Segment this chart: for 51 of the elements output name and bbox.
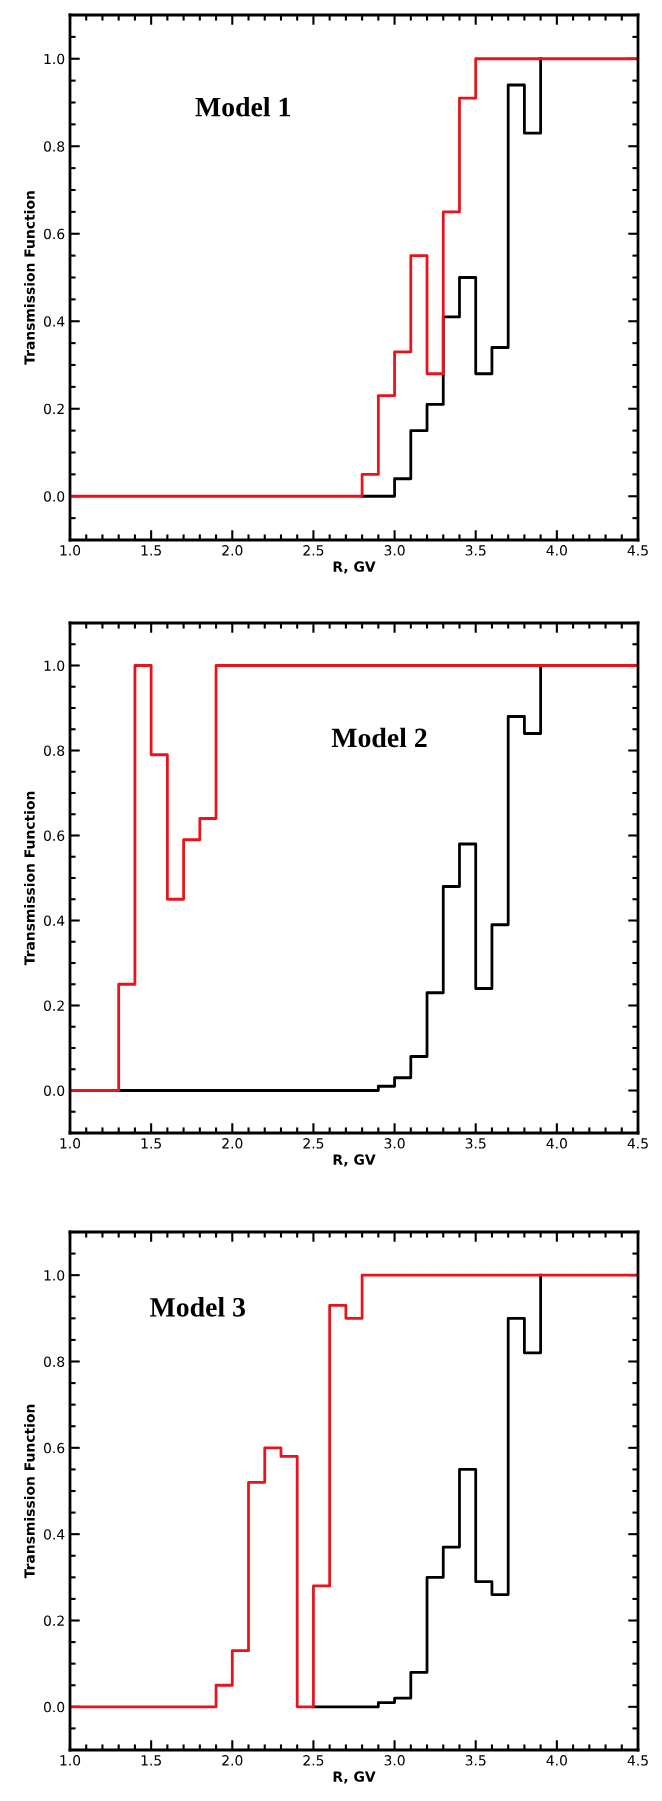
x-tick-label: 1.5 <box>141 545 161 556</box>
x-tick-label: 2.5 <box>303 545 324 556</box>
x-tick-label: 4.0 <box>546 1138 567 1149</box>
y-tick-label: 0.2 <box>43 403 64 415</box>
y-tick-label: 0.6 <box>43 830 65 841</box>
x-tick-label: 1.0 <box>60 1755 81 1766</box>
x-tick-label: 2.5 <box>303 1755 324 1766</box>
y-tick-label: 1.0 <box>44 1270 65 1281</box>
y-tick-label: 0.4 <box>43 316 65 327</box>
x-tick-label: 2.0 <box>222 1755 243 1766</box>
text: Model 3 <box>149 1297 246 1317</box>
x-tick-label: 3.5 <box>465 1138 486 1149</box>
y-tick-label: 0.0 <box>43 1701 65 1713</box>
y-axis-title: Transmission Function <box>24 191 35 365</box>
x-axis-title: R, GV <box>333 1154 376 1167</box>
y-tick-label: 0.8 <box>43 141 65 152</box>
y-tick-label: 0.0 <box>43 491 65 502</box>
text: Model 2 <box>331 727 427 748</box>
y-tick-label: 0.2 <box>43 1000 64 1011</box>
x-tick-label: 3.0 <box>384 545 405 556</box>
x-tick-label: 4.5 <box>627 545 648 556</box>
x-tick-label: 1.5 <box>141 1138 161 1149</box>
x-tick-label: 3.5 <box>465 1755 486 1766</box>
x-tick-label: 3.5 <box>465 545 486 556</box>
y-tick-label: 0.4 <box>43 1529 65 1540</box>
y-tick-label: 0.6 <box>43 1442 65 1454</box>
x-tick-label: 2.5 <box>303 1138 324 1149</box>
x-axis-title: R, GV <box>333 561 376 574</box>
y-tick-label: 0.0 <box>43 1085 65 1096</box>
x-tick-label: 2.0 <box>222 545 243 556</box>
y-tick-label: 0.6 <box>43 228 65 240</box>
x-tick-label: 3.0 <box>384 1138 405 1149</box>
x-tick-label: 1.0 <box>60 545 81 556</box>
x-tick-label: 4.0 <box>546 1755 567 1766</box>
y-tick-label: 0.4 <box>43 915 65 926</box>
y-tick-label: 0.8 <box>43 1356 65 1367</box>
x-axis-title: R, GV <box>333 1771 376 1784</box>
y-axis-title: Transmission Function <box>24 1404 35 1579</box>
x-tick-label: 4.5 <box>627 1138 648 1149</box>
x-tick-label: 4.0 <box>546 545 567 556</box>
x-tick-label: 1.5 <box>141 1755 161 1766</box>
x-tick-label: 2.0 <box>222 1138 243 1149</box>
y-tick-label: 0.8 <box>43 745 65 756</box>
y-tick-label: 0.2 <box>43 1615 64 1626</box>
x-tick-label: 1.0 <box>60 1138 81 1149</box>
y-axis-title: Transmission Function <box>24 791 35 966</box>
x-tick-label: 4.5 <box>627 1755 648 1766</box>
y-tick-label: 1.0 <box>44 660 65 671</box>
y-tick-label: 1.0 <box>44 53 65 65</box>
text: Model 1 <box>195 96 290 117</box>
x-tick-label: 3.0 <box>384 1755 405 1766</box>
